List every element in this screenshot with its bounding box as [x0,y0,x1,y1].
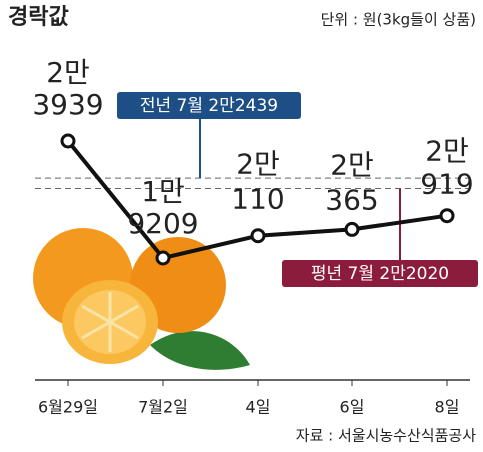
value-label: 1만 [141,175,185,208]
reference-label: 평년 7월 2만2020 [311,264,449,284]
value-label: 2만 [425,135,469,168]
tangerine-illustration [33,228,250,370]
value-label: 110 [231,183,284,216]
unit-note: 단위 : 원(3kg들이 상품) [321,11,476,29]
x-tick-label: 6일 [340,398,365,417]
value-label: 2만 [236,148,280,181]
data-point [155,250,171,266]
value-label: 9209 [127,207,198,240]
reference-label: 전년 7월 2만2439 [140,96,278,116]
data-point [344,221,360,237]
source-note: 자료 : 서울시농수산식품공사 [296,427,476,445]
chart-title: 경락값 [8,5,69,30]
x-tick-label: 7월2일 [138,398,188,417]
x-tick-label: 4일 [246,398,271,417]
data-point [60,133,76,149]
reference-box [117,92,301,119]
value-label: 2만 [46,56,90,89]
reference-box [282,260,478,287]
value-label: 2만 [330,148,374,181]
value-label: 3939 [32,88,103,121]
value-label: 365 [325,183,378,216]
x-tick-label: 6월29일 [38,398,98,417]
x-tick-label: 8일 [435,398,460,417]
data-point [250,228,266,244]
data-point [439,208,455,224]
value-label: 919 [420,168,473,201]
